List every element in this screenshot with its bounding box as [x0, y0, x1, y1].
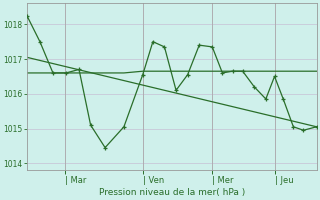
X-axis label: Pression niveau de la mer( hPa ): Pression niveau de la mer( hPa ): [99, 188, 245, 197]
